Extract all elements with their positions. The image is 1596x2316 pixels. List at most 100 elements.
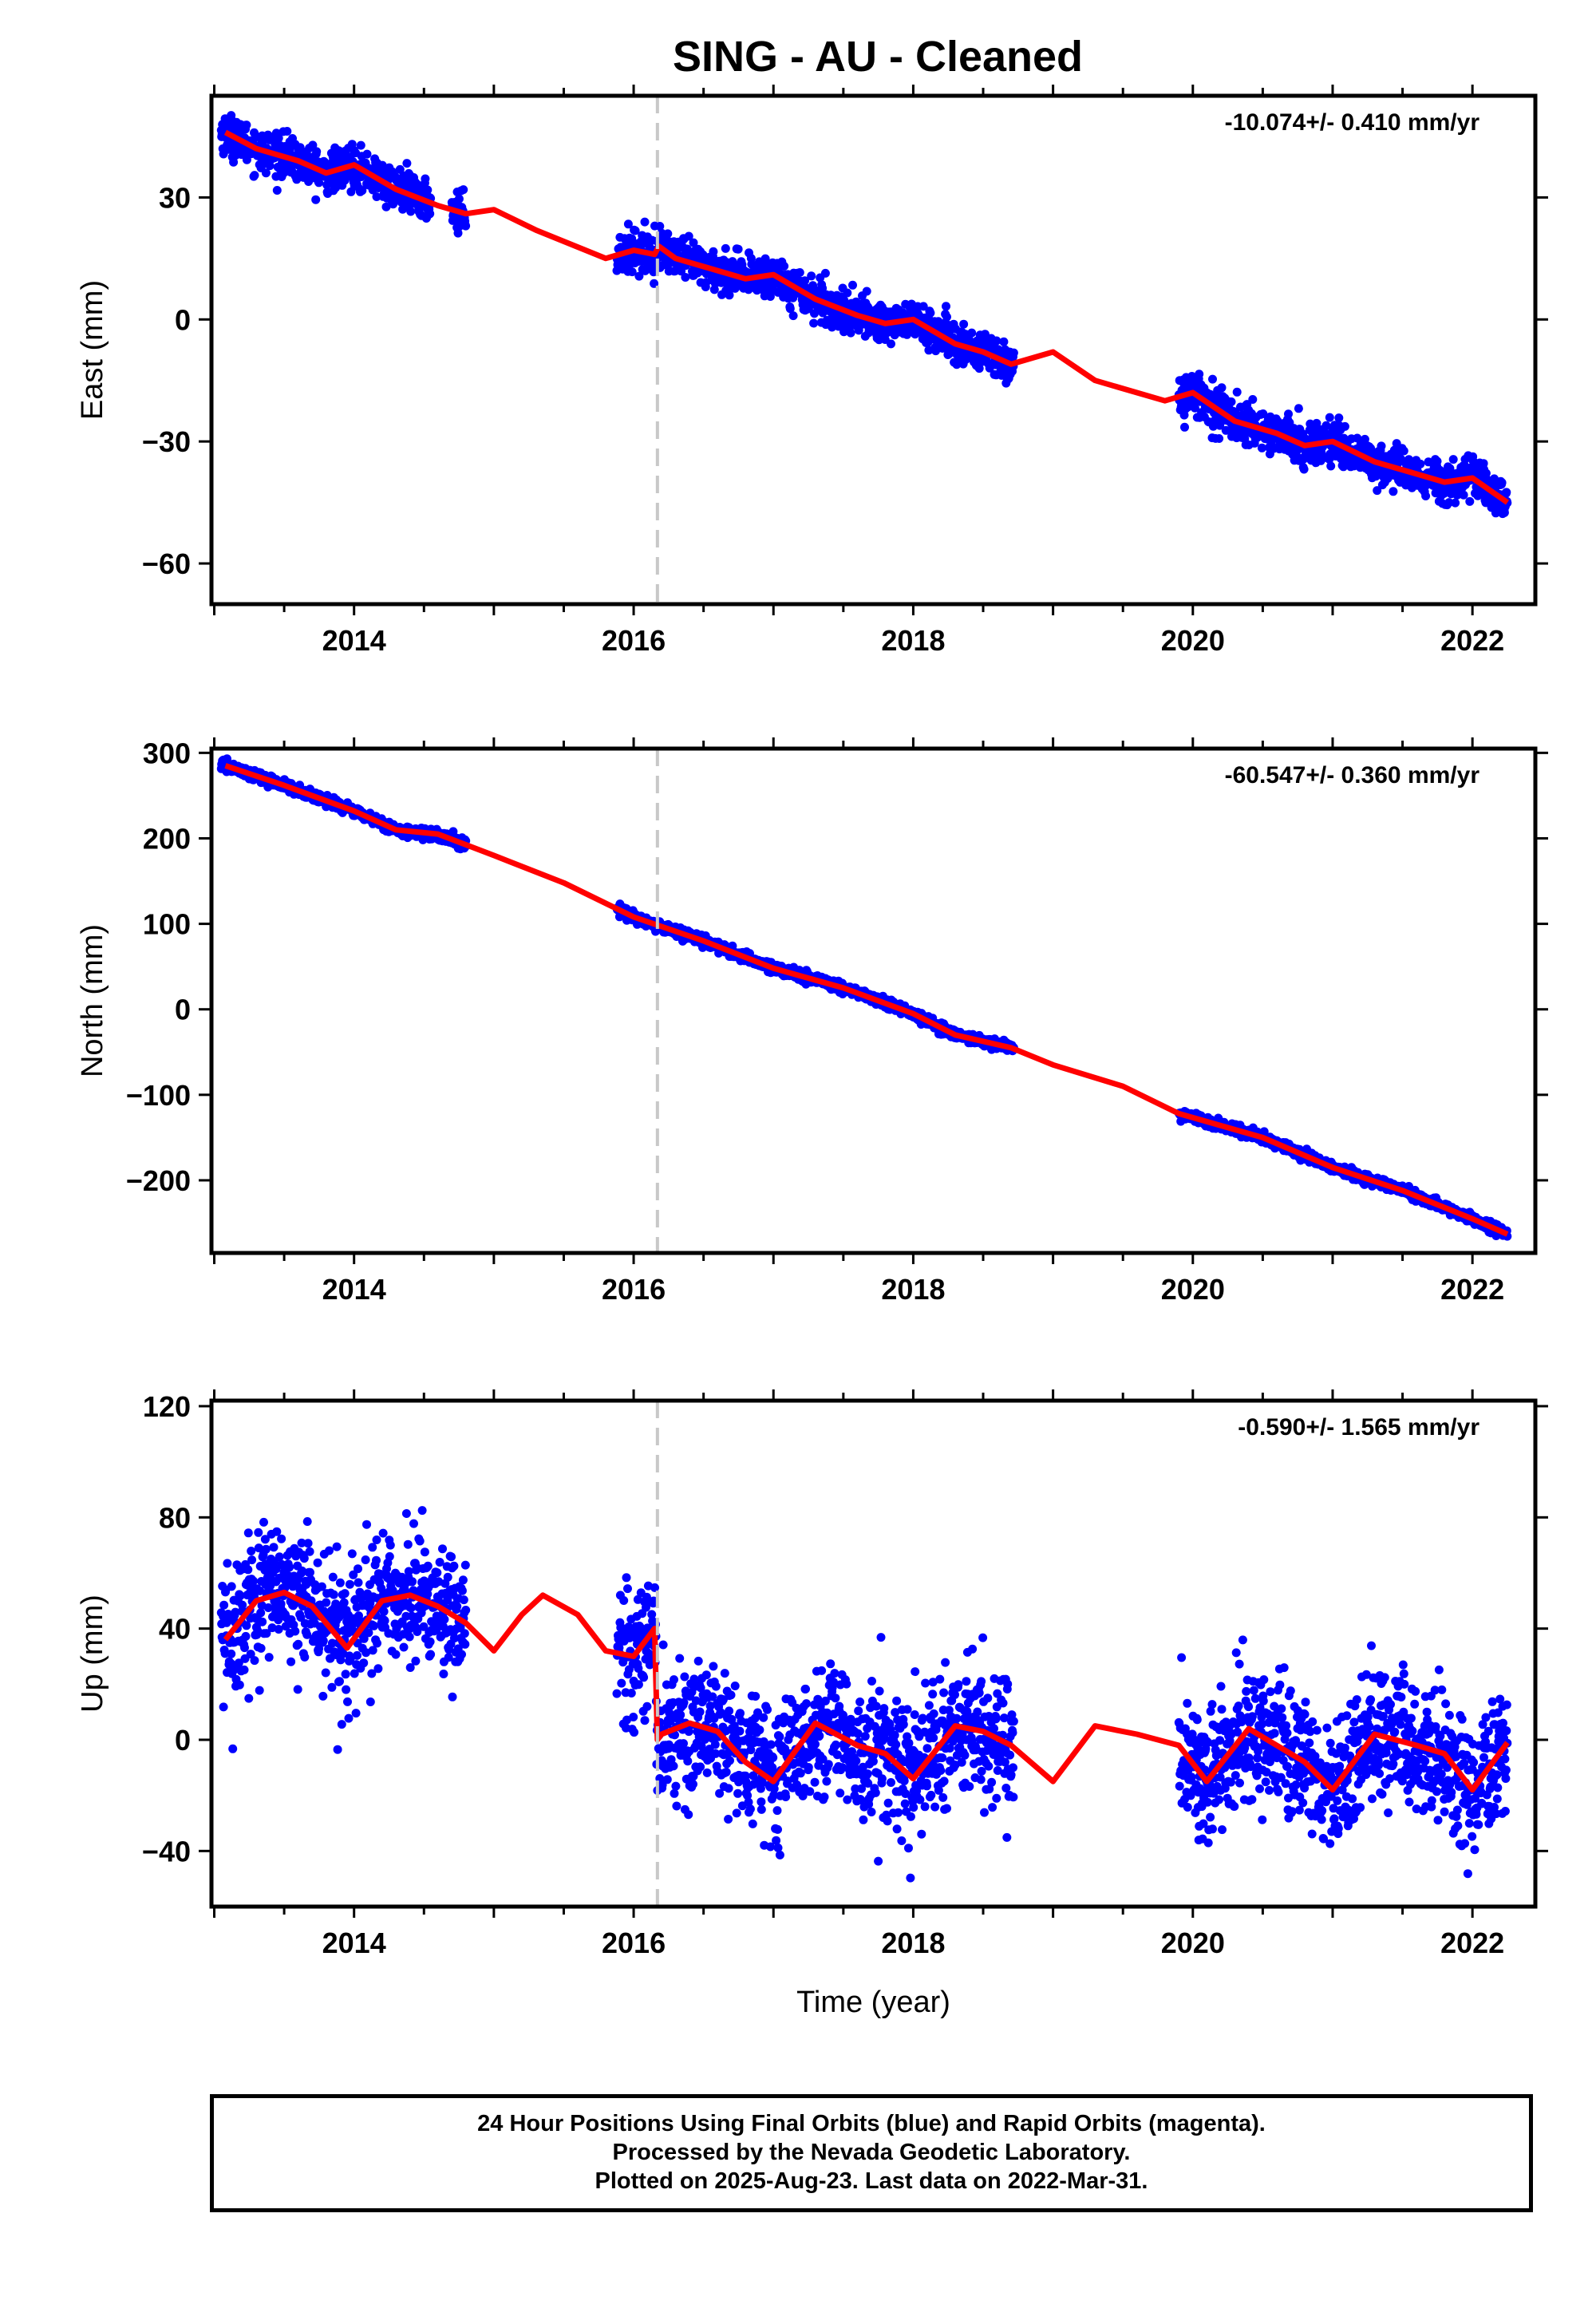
data-point: [356, 140, 365, 150]
data-point: [765, 292, 775, 301]
data-point: [684, 231, 693, 241]
data-point: [862, 287, 871, 296]
data-point: [1340, 421, 1349, 431]
data-point: [926, 308, 935, 318]
panel-east: 2014 2016 2018 2020 2022 −60 −30 0 30 East (mm) -1…: [76, 85, 1548, 657]
x-tick-label: 2020: [1161, 624, 1225, 657]
data-point: [967, 328, 977, 338]
data-point: [1334, 413, 1344, 423]
data-point: [627, 267, 637, 277]
frame-east: [209, 93, 1538, 607]
data-point: [918, 302, 928, 311]
data-point: [887, 339, 895, 349]
data-point: [229, 157, 239, 167]
data-point: [461, 221, 471, 231]
data-point: [421, 174, 430, 184]
data-point: [846, 328, 855, 338]
x-tick-label: 2014: [322, 624, 386, 657]
data-point: [454, 194, 464, 204]
data-point: [274, 133, 283, 143]
data-point: [1217, 383, 1227, 393]
data-point: [795, 268, 804, 277]
data-point: [733, 244, 743, 254]
data-point: [640, 217, 650, 227]
data-point: [848, 280, 857, 290]
y-tick-label: −60: [142, 547, 191, 580]
data-point: [1445, 464, 1455, 473]
data-point: [312, 147, 322, 156]
data-point: [1416, 459, 1425, 468]
data-point: [623, 219, 633, 229]
data-point: [1502, 488, 1511, 497]
plot-area-north: [216, 749, 1512, 1253]
y-tick-label: 0: [175, 303, 191, 336]
data-point: [425, 209, 435, 219]
data-point: [1325, 413, 1334, 422]
data-point: [818, 308, 828, 318]
data-point: [372, 192, 381, 201]
data-point: [1421, 492, 1431, 500]
data-point: [1248, 395, 1258, 404]
fit-line-east: [223, 129, 1510, 505]
data-point: [760, 254, 770, 263]
data-point: [1180, 422, 1189, 432]
data-point: [1294, 404, 1303, 413]
data-point: [992, 336, 1001, 346]
y-axis-title: East (mm): [76, 280, 109, 420]
data-point: [1299, 464, 1309, 474]
data-point: [1232, 387, 1242, 397]
data-point: [265, 161, 275, 171]
data-point: [242, 121, 251, 130]
data-point: [1432, 456, 1442, 466]
data-point: [627, 234, 637, 243]
data-point: [1448, 455, 1458, 464]
data-point: [1497, 478, 1507, 488]
data-point: [1459, 490, 1468, 500]
y-tick-label: 30: [159, 181, 191, 214]
data-point: [362, 149, 372, 159]
data-point: [1440, 488, 1449, 498]
data-point: [1399, 446, 1408, 456]
data-point: [1284, 409, 1293, 419]
data-point: [999, 337, 1009, 346]
data-point: [1377, 441, 1386, 451]
data-point: [681, 273, 690, 282]
data-point: [1451, 498, 1460, 508]
data-point: [942, 312, 951, 322]
data-point: [1009, 348, 1018, 358]
data-point: [282, 127, 292, 136]
panel-north: 2014 2016 2018 2020 2022−200−1000100200300No…: [76, 737, 1548, 1306]
x-tick-label: 2018: [881, 624, 945, 657]
data-point: [634, 271, 644, 281]
data-point: [1424, 457, 1433, 467]
x-tick-label: 2022: [1440, 624, 1504, 657]
data-point: [663, 229, 673, 239]
data-point: [261, 168, 271, 178]
data-point: [423, 185, 433, 195]
data-point: [1360, 434, 1369, 444]
data-point: [1373, 486, 1382, 496]
data-point: [311, 195, 321, 204]
data-point: [959, 319, 969, 329]
data-point: [807, 271, 816, 281]
data-point: [1465, 496, 1475, 506]
data-point: [974, 364, 984, 373]
data-point: [780, 262, 789, 271]
data-point: [1215, 434, 1224, 443]
data-point: [358, 186, 367, 196]
data-point: [788, 311, 798, 321]
data-point: [942, 302, 950, 311]
data-point: [721, 243, 730, 253]
data-point: [402, 159, 412, 168]
data-point: [689, 238, 698, 247]
data-point: [272, 186, 282, 195]
data-point: [800, 276, 809, 286]
data-point: [1195, 370, 1204, 379]
x-tick-label: 2016: [602, 624, 666, 657]
data-point: [1227, 397, 1236, 406]
y-tick-label: −30: [142, 425, 191, 458]
rate-label: -10.074+/- 0.410 mm/yr: [1225, 109, 1480, 136]
data-point: [785, 304, 795, 314]
data-point: [406, 207, 416, 216]
